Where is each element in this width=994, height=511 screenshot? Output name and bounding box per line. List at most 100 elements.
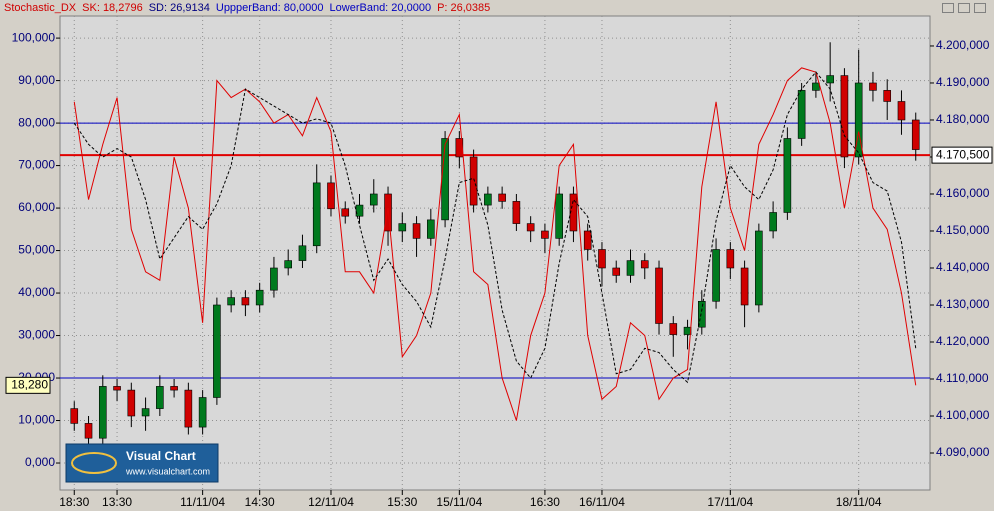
candle-body [398, 223, 407, 232]
candle-body [156, 386, 164, 409]
candle-body [98, 386, 107, 439]
candle-body [70, 408, 79, 424]
y-tick-label: 50,000 [18, 243, 55, 257]
x-tick-label: 14:30 [245, 495, 275, 509]
candle-body [769, 212, 777, 232]
candle-body [298, 245, 307, 261]
candle-body [327, 182, 335, 210]
candle-body [726, 249, 735, 269]
watermark-title: Visual Chart [126, 449, 196, 463]
x-tick-label: 17/11/04 [707, 495, 753, 509]
price-marker-label: 4.170,500 [936, 147, 990, 161]
candle-body [341, 208, 350, 217]
candle-body [911, 119, 920, 150]
maximize-button[interactable] [958, 3, 970, 13]
candle-body [84, 423, 93, 439]
candle-body [783, 138, 792, 213]
legend-entry: LowerBand: 20,0000 [329, 2, 432, 14]
watermark-box [65, 443, 219, 483]
candle-body [541, 230, 549, 239]
candle-body [427, 219, 435, 239]
candle-body [869, 82, 877, 91]
legend-entry: P: 26,0385 [437, 2, 491, 14]
y-tick-label: 40,000 [18, 285, 55, 299]
candle-body [369, 193, 378, 206]
candle-body [598, 249, 606, 269]
close-button[interactable] [974, 3, 986, 13]
minimize-button[interactable] [942, 3, 954, 13]
candle-body [883, 90, 892, 102]
watermark-url: www.visualchart.com [125, 466, 210, 476]
indicator-line [73, 67, 917, 421]
candle-body [583, 230, 592, 250]
legend-entry: Stochastic_DX [4, 2, 77, 14]
y2-tick-label: 4.130,000 [936, 297, 990, 311]
y2-tick-label: 4.120,000 [936, 334, 990, 348]
candle-body [198, 397, 207, 428]
legend-entry: SD: 26,9134 [148, 2, 210, 14]
candle-body [270, 267, 278, 291]
candle-body [484, 193, 492, 206]
y-tick-label: 100,000 [12, 30, 56, 44]
candle-body [284, 260, 292, 269]
candle-body [669, 323, 678, 335]
watermark: Visual Chart www.visualchart.com [65, 443, 219, 483]
y2-tick-label: 4.100,000 [936, 408, 990, 422]
y-tick-label: 80,000 [18, 115, 55, 129]
candle-body [740, 267, 749, 306]
y-tick-label: 90,000 [18, 73, 55, 87]
candle-body [241, 297, 250, 306]
candle-body [312, 182, 321, 247]
candle-body [498, 193, 506, 202]
candle-body [655, 267, 663, 324]
y2-tick-label: 4.200,000 [936, 38, 990, 52]
candle-body [255, 289, 264, 306]
candle-body [897, 101, 906, 121]
candle-body [127, 389, 136, 417]
candle-body [640, 260, 649, 269]
x-tick-label: 16:30 [530, 495, 560, 509]
candle-body [826, 75, 834, 84]
candle-body [797, 90, 806, 139]
candle-body [526, 223, 535, 232]
candle-body [213, 304, 221, 398]
candle-body [170, 386, 178, 391]
x-tick-label: 18:30 [59, 495, 89, 509]
x-tick-label: 11/11/04 [180, 495, 225, 509]
y2-tick-label: 4.150,000 [936, 223, 990, 237]
header: Stochastic_DX SK: 18,2796 SD: 26,9134 Upppe… [0, 0, 934, 16]
candle-body [184, 389, 193, 428]
candle-body [840, 75, 849, 158]
y2-tick-label: 4.110,000 [936, 371, 989, 385]
candle-body [441, 138, 449, 221]
candle-body [626, 260, 635, 276]
y2-tick-label: 4.160,000 [936, 186, 990, 200]
watermark-logo [71, 452, 117, 474]
candle-body [227, 297, 235, 306]
sk-marker-box [5, 376, 51, 394]
y2-tick-label: 4.090,000 [936, 445, 990, 459]
candle-body [698, 300, 706, 328]
y-tick-label: 30,000 [18, 328, 55, 342]
y-tick-label: 10,000 [18, 413, 55, 427]
y-tick-label: 0,000 [25, 455, 55, 469]
candle-body [412, 223, 421, 239]
candle-body [141, 408, 150, 417]
x-tick-label: 15/11/04 [436, 495, 482, 509]
candle-body [854, 82, 863, 158]
y-tick-label: 60,000 [18, 200, 55, 214]
candle-body [569, 193, 578, 232]
x-tick-label: 15:30 [387, 495, 417, 509]
indicator-line [73, 71, 917, 384]
y2-tick-label: 4.180,000 [936, 112, 990, 126]
price-marker-box [931, 146, 993, 164]
x-tick-label: 12/11/04 [308, 495, 354, 509]
candle-body [469, 156, 478, 206]
y2-tick-label: 4.190,000 [936, 75, 990, 89]
candle-body [612, 267, 621, 276]
sk-marker-label: 18,280 [11, 378, 48, 392]
y-tick-label: 70,000 [18, 158, 55, 172]
candle-body [555, 193, 563, 239]
